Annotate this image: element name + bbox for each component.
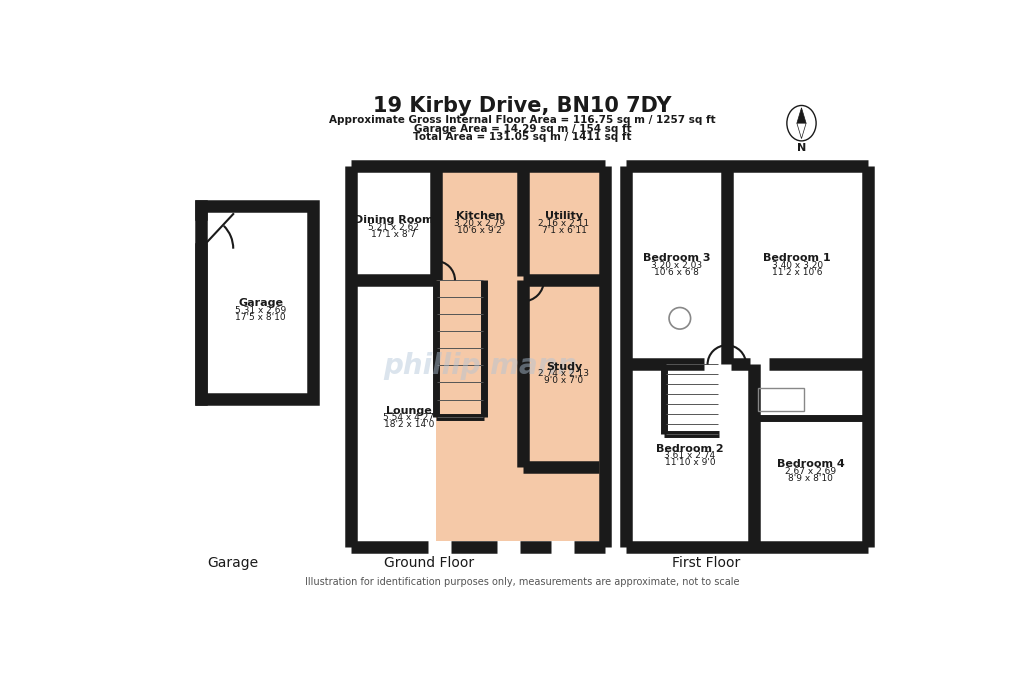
Ellipse shape <box>786 105 815 141</box>
Text: 5.21 x 2.62: 5.21 x 2.62 <box>368 222 419 232</box>
Text: Garage: Garage <box>237 299 283 308</box>
Text: Bedroom 3: Bedroom 3 <box>642 254 709 263</box>
Text: 17'5 x 8'10: 17'5 x 8'10 <box>235 313 285 322</box>
Text: Total Area = 131.05 sq m / 1411 sq ft: Total Area = 131.05 sq m / 1411 sq ft <box>413 132 632 142</box>
Polygon shape <box>796 123 805 139</box>
Text: 17'1 x 8'7: 17'1 x 8'7 <box>371 230 416 239</box>
Text: 2.67 x 2.69: 2.67 x 2.69 <box>785 467 836 476</box>
Text: 8'9 x 8'10: 8'9 x 8'10 <box>788 474 833 483</box>
Text: Bedroom 4: Bedroom 4 <box>776 460 844 469</box>
Text: 10'6 x 6'8: 10'6 x 6'8 <box>653 268 698 277</box>
Text: 5.54 x 4.27: 5.54 x 4.27 <box>383 413 434 422</box>
Text: 19 Kirby Drive, BN10 7DY: 19 Kirby Drive, BN10 7DY <box>373 97 672 116</box>
Text: Lounge: Lounge <box>385 406 431 415</box>
Text: 9'0 x 7'0: 9'0 x 7'0 <box>544 376 583 385</box>
Text: 2.16 x 2.11: 2.16 x 2.11 <box>538 219 589 228</box>
Text: 3.40 x 3.20: 3.40 x 3.20 <box>771 261 822 270</box>
Text: Dining Room: Dining Room <box>354 215 433 225</box>
Text: 18'2 x 14'0: 18'2 x 14'0 <box>383 420 433 429</box>
Text: Kitchen: Kitchen <box>455 211 502 222</box>
Text: 10'6 x 9'2: 10'6 x 9'2 <box>457 226 501 235</box>
Text: First Floor: First Floor <box>672 556 740 570</box>
Text: 11'10 x 9'0: 11'10 x 9'0 <box>663 458 714 467</box>
Text: 7'1 x 6'11: 7'1 x 6'11 <box>541 226 586 235</box>
Text: Ground Floor: Ground Floor <box>383 556 474 570</box>
Bar <box>757 388 803 411</box>
Text: Garage: Garage <box>207 556 258 570</box>
Text: Garage Area = 14.29 sq m / 154 sq ft: Garage Area = 14.29 sq m / 154 sq ft <box>414 124 631 133</box>
Text: phillip mann: phillip mann <box>383 352 577 381</box>
Polygon shape <box>796 107 805 123</box>
Text: Illustration for identification purposes only, measurements are approximate, not: Illustration for identification purposes… <box>306 577 739 587</box>
Text: Bedroom 1: Bedroom 1 <box>762 254 830 263</box>
Text: Utility: Utility <box>544 211 583 222</box>
Text: Study: Study <box>545 362 582 371</box>
Text: 3.20 x 2.03: 3.20 x 2.03 <box>650 261 701 270</box>
Text: Approximate Gross Internal Floor Area = 116.75 sq m / 1257 sq ft: Approximate Gross Internal Floor Area = … <box>329 115 715 125</box>
Text: N: N <box>796 143 805 153</box>
Text: 2.74 x 2.13: 2.74 x 2.13 <box>538 369 589 378</box>
Text: 5.31 x 2.69: 5.31 x 2.69 <box>234 306 286 315</box>
Bar <box>435 173 604 541</box>
Text: 3.20 x 2.79: 3.20 x 2.79 <box>453 219 504 228</box>
Text: Bedroom 2: Bedroom 2 <box>655 444 722 454</box>
Bar <box>201 206 312 399</box>
Text: 3.61 x 2.74: 3.61 x 2.74 <box>663 452 714 460</box>
Text: 11'2 x 10'6: 11'2 x 10'6 <box>771 268 821 277</box>
